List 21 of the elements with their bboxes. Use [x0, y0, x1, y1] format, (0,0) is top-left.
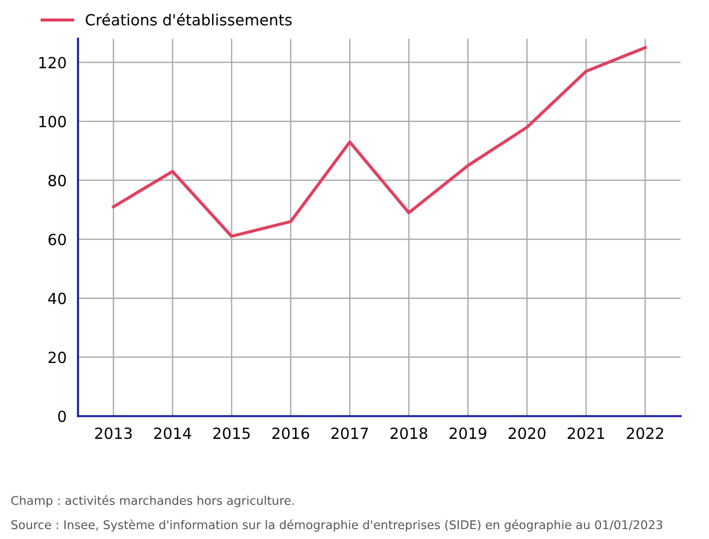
y-tick-label: 40: [48, 292, 66, 304]
x-tick-label: 2021: [568, 427, 604, 440]
x-tick-label: 2013: [95, 427, 132, 440]
y-tick-label: 100: [39, 116, 66, 128]
y-tick-label: 60: [48, 234, 66, 246]
y-tick-label: 80: [48, 174, 66, 186]
x-tick-label: 2018: [390, 427, 428, 440]
x-tick-label: 2019: [450, 427, 486, 440]
y-tick-label: 20: [48, 352, 66, 364]
x-tick-label: 2020: [508, 427, 546, 440]
text: Champ : activités marchandes hors agriculture.: [11, 495, 294, 508]
x-tick-label: 2015: [213, 427, 250, 440]
y-tick-label: 0: [58, 410, 66, 422]
source-note: Source : Insee, Système d'information sur la démographie d'entreprises (SIDE) en géographie au 01/01/2023: [11, 520, 662, 532]
x-tick-label: 2017: [331, 427, 368, 440]
x-tick-label: 2014: [154, 427, 192, 440]
x-tick-label: 2016: [272, 427, 310, 440]
line-series: [112, 46, 647, 238]
legend-label: Créations d'établissements: [86, 13, 292, 26]
x-tick-label: 2022: [626, 427, 664, 440]
y-tick-label: 120: [39, 56, 66, 68]
